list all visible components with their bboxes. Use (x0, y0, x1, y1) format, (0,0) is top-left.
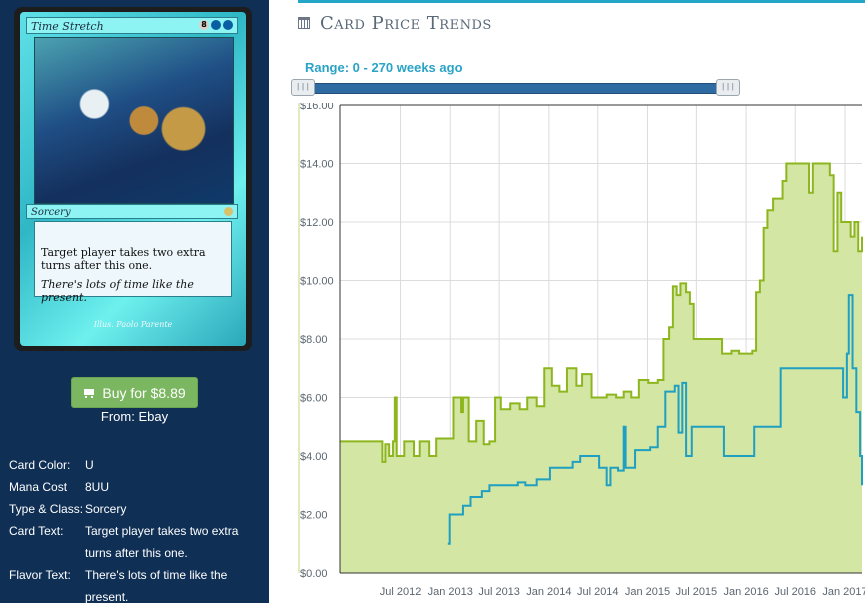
x-tick-label: Jul 2012 (380, 586, 422, 598)
range-label: Range: 0 - 270 weeks ago (305, 60, 463, 75)
card-image: Time Stretch 8 Sorcery Target player tak… (14, 7, 252, 351)
attribute-key: Type & Class: (9, 502, 84, 516)
card-face: Time Stretch 8 Sorcery Target player tak… (20, 12, 246, 346)
y-tick-label: $16.00 (300, 103, 334, 112)
x-tick-label: Jan 2017 (822, 586, 865, 598)
seller-label: From: Ebay (100, 409, 169, 424)
green-series-area (340, 163, 862, 573)
card-sidebar: Time Stretch 8 Sorcery Target player tak… (0, 0, 269, 603)
attribute-row: Type & Class: Sorcery (9, 498, 264, 520)
header-accent-bar (298, 0, 865, 3)
card-title: Time Stretch 8 (26, 17, 238, 34)
y-tick-label: $14.00 (300, 159, 334, 171)
blue-mana-icon (223, 20, 233, 30)
range-slider-max-handle[interactable]: ||| (716, 79, 740, 96)
x-tick-label: Jul 2014 (577, 586, 619, 598)
x-tick-label: Jan 2016 (723, 586, 768, 598)
attribute-row: Mana Cost 8UU (9, 476, 264, 498)
card-art (34, 37, 234, 204)
attribute-key: Card Color: (9, 458, 71, 472)
card-rules-text: Target player takes two extra turns afte… (41, 246, 206, 272)
card-text-box: Target player takes two extra turns afte… (34, 221, 232, 304)
attribute-value: U (85, 458, 94, 472)
generic-mana-icon: 8 (199, 20, 209, 30)
attribute-key: Mana Cost (9, 480, 68, 494)
mana-cost: 8 (199, 20, 233, 30)
x-tick-label: Jul 2016 (774, 586, 816, 598)
x-tick-label: Jan 2014 (526, 586, 571, 598)
card-name: Time Stretch (31, 20, 104, 33)
attribute-key: Flavor Text: (9, 568, 71, 582)
card-type-line: Sorcery (26, 204, 238, 219)
attribute-key: Card Text: (9, 524, 64, 538)
range-slider[interactable] (302, 83, 738, 94)
y-tick-label: $2.00 (300, 510, 328, 522)
card-attributes: Card Color: U Mana Cost 8UU Type & Class… (9, 454, 264, 603)
price-trend-chart: $0.00 $2.00 $4.00 $6.00 $8.00 $10.00 $12.00 $14… (298, 103, 865, 598)
blue-mana-icon (211, 20, 221, 30)
shopping-cart-icon (83, 388, 96, 398)
buy-button-label: Buy for $8.89 (102, 384, 186, 401)
calendar-icon (298, 17, 310, 29)
attribute-row: Card Color: U (9, 454, 264, 476)
green-series-line (340, 162, 863, 463)
attribute-value: Sorcery (85, 502, 127, 516)
card-flavor-text: There's lots of time like the present. (41, 278, 194, 304)
y-tick-label: $6.00 (300, 393, 328, 405)
attribute-row: Card Text: Target player takes two extra… (9, 520, 264, 564)
x-tick-label: Jul 2013 (478, 586, 520, 598)
attribute-value: 8UU (85, 480, 110, 494)
x-tick-label: Jan 2013 (428, 586, 473, 598)
card-type: Sorcery (31, 207, 71, 218)
y-tick-label: $12.00 (300, 217, 334, 229)
y-tick-label: $10.00 (300, 276, 334, 288)
card-illustrator: Illus. Paolo Parente (93, 320, 173, 329)
attribute-value: Target player takes two extra turns afte… (85, 524, 239, 560)
blue-series-line (447, 294, 863, 545)
y-tick-label: $8.00 (300, 334, 328, 346)
buy-button[interactable]: Buy for $8.89 (71, 377, 198, 408)
attribute-value: There's lots of time like the present. (85, 568, 228, 603)
y-tick-label: $4.00 (300, 451, 328, 463)
section-header: Card Price Trends (298, 10, 492, 36)
x-tick-label: Jan 2015 (625, 586, 670, 598)
range-slider-min-handle[interactable]: ||| (291, 79, 315, 96)
page-title: Card Price Trends (320, 12, 492, 34)
set-symbol-icon (224, 207, 233, 216)
x-tick-label: Jul 2015 (676, 586, 718, 598)
attribute-row: Flavor Text: There's lots of time like t… (9, 564, 264, 603)
y-tick-label: $0.00 (300, 568, 328, 580)
